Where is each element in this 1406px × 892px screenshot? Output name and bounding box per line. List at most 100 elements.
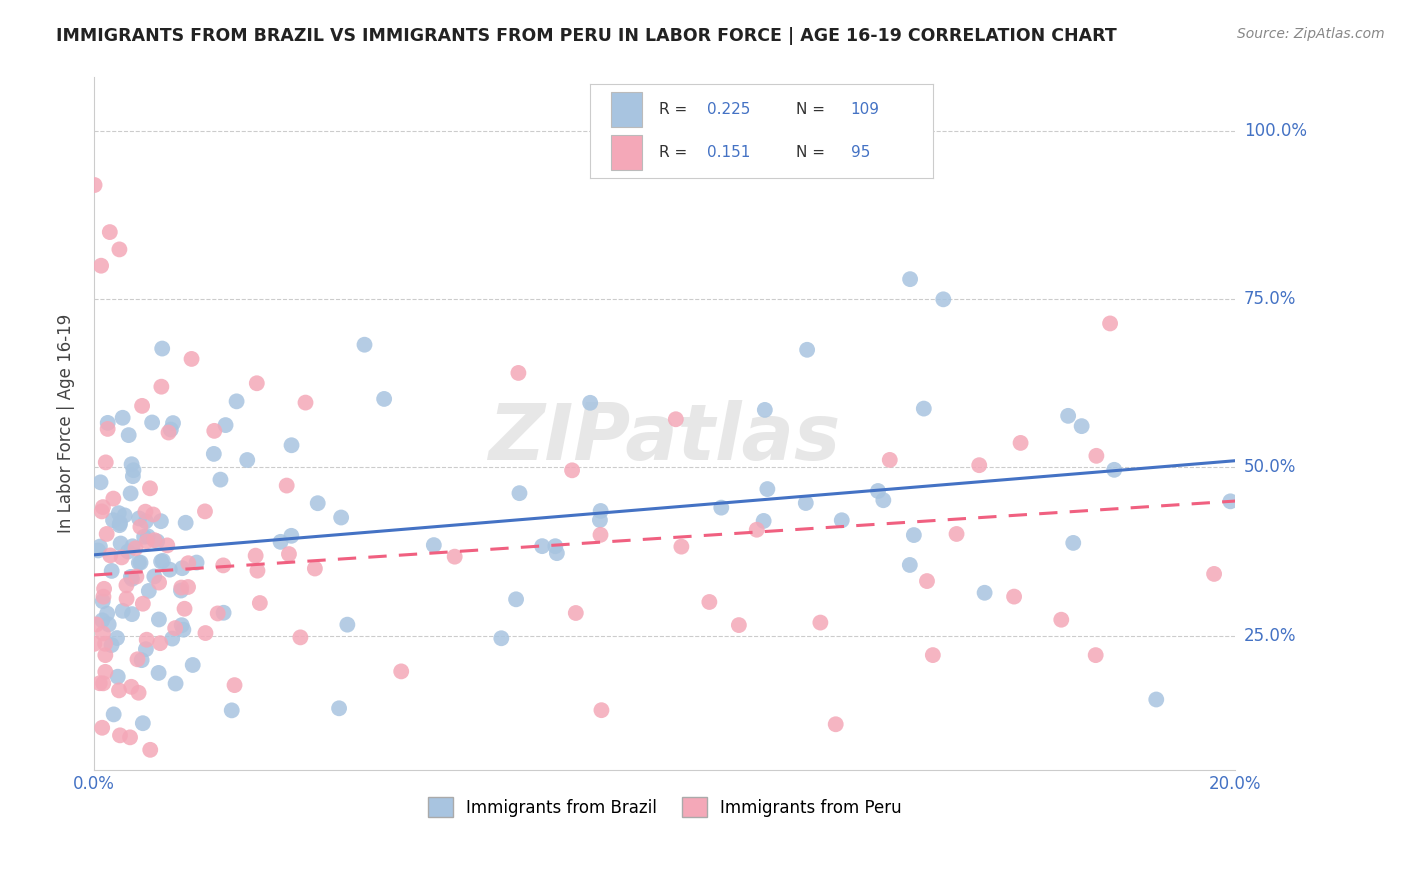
- Point: [115, 591, 138, 606]
- Point: [148, 575, 170, 590]
- Point: [136, 529, 159, 543]
- Point: [149, 514, 172, 528]
- Point: [141, 416, 163, 430]
- Point: [148, 665, 170, 680]
- Point: [120, 570, 142, 584]
- Point: [278, 547, 301, 561]
- Point: [330, 510, 353, 524]
- Point: [103, 491, 125, 506]
- Point: [91, 594, 114, 608]
- Point: [93, 590, 115, 604]
- Point: [912, 401, 935, 416]
- Point: [139, 743, 162, 757]
- Point: [898, 272, 921, 286]
- Point: [824, 717, 846, 731]
- Point: [246, 564, 269, 578]
- Point: [194, 626, 217, 640]
- Point: [898, 558, 921, 572]
- Point: [915, 574, 938, 588]
- Point: [202, 447, 225, 461]
- Point: [246, 376, 269, 391]
- Point: [121, 607, 143, 621]
- Point: [212, 606, 235, 620]
- Point: [307, 496, 329, 510]
- Point: [565, 606, 588, 620]
- Point: [131, 399, 153, 413]
- Point: [866, 483, 889, 498]
- Point: [118, 428, 141, 442]
- Point: [162, 416, 184, 430]
- Point: [135, 632, 157, 647]
- Point: [93, 582, 115, 596]
- Point: [89, 676, 111, 690]
- Point: [389, 665, 412, 679]
- Point: [443, 549, 465, 564]
- Point: [508, 366, 530, 380]
- Point: [108, 683, 131, 698]
- Point: [127, 652, 149, 666]
- Point: [134, 530, 156, 544]
- Point: [98, 549, 121, 563]
- Point: [132, 597, 155, 611]
- Point: [945, 527, 967, 541]
- Text: IMMIGRANTS FROM BRAZIL VS IMMIGRANTS FROM PERU IN LABOR FORCE | AGE 16-19 CORREL: IMMIGRANTS FROM BRAZIL VS IMMIGRANTS FRO…: [56, 27, 1116, 45]
- Point: [336, 617, 359, 632]
- Point: [531, 539, 554, 553]
- Point: [100, 564, 122, 578]
- Point: [221, 703, 243, 717]
- Point: [280, 438, 302, 452]
- Point: [165, 621, 187, 635]
- Point: [589, 528, 612, 542]
- Point: [209, 473, 232, 487]
- Point: [142, 508, 165, 522]
- Point: [111, 604, 134, 618]
- Point: [177, 556, 200, 570]
- Point: [967, 458, 990, 473]
- Point: [115, 578, 138, 592]
- Point: [135, 642, 157, 657]
- Point: [128, 686, 150, 700]
- Point: [148, 612, 170, 626]
- Point: [160, 423, 183, 437]
- Point: [90, 504, 112, 518]
- Text: Source: ZipAtlas.com: Source: ZipAtlas.com: [1237, 27, 1385, 41]
- Point: [1050, 613, 1073, 627]
- Point: [423, 538, 446, 552]
- Point: [1070, 419, 1092, 434]
- Point: [97, 617, 120, 632]
- Point: [756, 482, 779, 496]
- Point: [156, 538, 179, 552]
- Point: [794, 496, 817, 510]
- Point: [96, 527, 118, 541]
- Point: [91, 626, 114, 640]
- Point: [579, 396, 602, 410]
- Text: 50.0%: 50.0%: [1244, 458, 1296, 476]
- Point: [114, 508, 136, 523]
- Point: [546, 546, 568, 560]
- Text: ZIPatlas: ZIPatlas: [488, 400, 841, 475]
- Point: [353, 337, 375, 351]
- Point: [107, 506, 129, 520]
- Point: [1085, 449, 1108, 463]
- Point: [150, 380, 173, 394]
- Point: [177, 580, 200, 594]
- Point: [1062, 536, 1084, 550]
- Point: [138, 583, 160, 598]
- Point: [1219, 494, 1241, 508]
- Point: [174, 516, 197, 530]
- Point: [180, 351, 202, 366]
- Point: [120, 486, 142, 500]
- Point: [1144, 692, 1167, 706]
- Point: [91, 500, 114, 515]
- Point: [224, 678, 246, 692]
- Point: [94, 648, 117, 662]
- Point: [879, 453, 901, 467]
- Point: [561, 463, 583, 477]
- Point: [186, 556, 208, 570]
- Point: [1204, 566, 1226, 581]
- Point: [107, 670, 129, 684]
- Point: [94, 455, 117, 469]
- Point: [212, 558, 235, 573]
- Point: [108, 516, 131, 530]
- Point: [1084, 648, 1107, 662]
